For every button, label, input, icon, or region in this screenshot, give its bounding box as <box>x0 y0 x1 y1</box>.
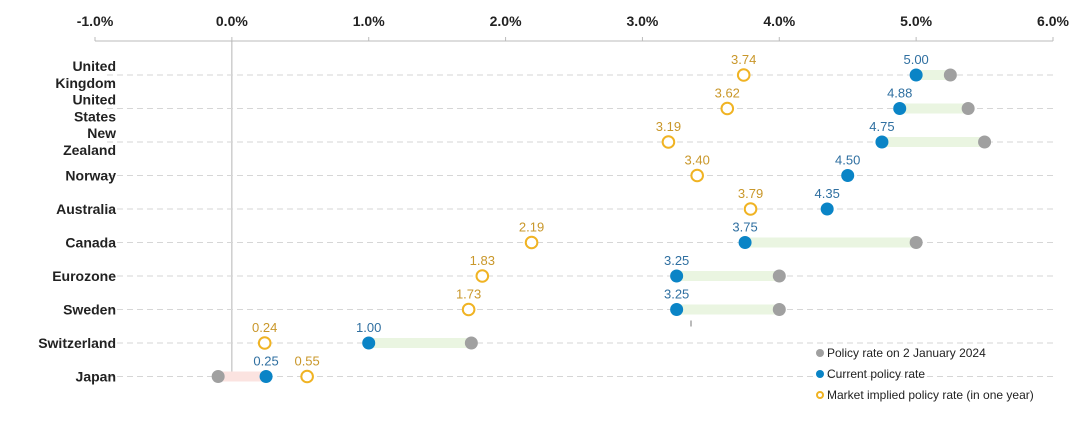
implied-rate-point <box>743 202 758 216</box>
implied-rate-point <box>690 168 704 183</box>
legend-label: Market implied policy rate (in one year) <box>827 387 1034 402</box>
blue-dot-icon <box>816 369 824 378</box>
implied-rate-point <box>661 135 676 149</box>
country-label: New <box>87 125 116 141</box>
legend-item-jan-2024: Policy rate on 2 January 2024 <box>816 342 1034 363</box>
implied-rate-point <box>300 369 314 384</box>
jan-2024-rate-point <box>943 68 957 82</box>
current-rate-label: 0.25 <box>253 354 278 369</box>
connectors <box>218 70 985 382</box>
hollow-circle-icon <box>816 390 824 399</box>
country-label: Eurozone <box>52 268 116 284</box>
country-label: Canada <box>65 235 116 251</box>
implied-rate-point <box>257 336 272 350</box>
data-points <box>211 68 992 384</box>
jan-2024-rate-point <box>978 135 992 149</box>
jan-2024-rate-point <box>772 303 786 316</box>
implied-rate-label: 3.19 <box>656 119 681 134</box>
country-label: Switzerland <box>38 335 116 351</box>
legend-label: Policy rate on 2 January 2024 <box>827 345 986 360</box>
rate-change-connector <box>745 237 917 248</box>
x-tick-label: 2.0% <box>490 13 522 29</box>
country-label: Norway <box>65 168 116 184</box>
implied-rate-label: 2.19 <box>519 220 544 235</box>
x-tick-label: -1.0% <box>77 13 114 29</box>
rate-change-connector <box>899 103 969 114</box>
legend-label: Current policy rate <box>827 366 926 381</box>
implied-rate-point <box>524 235 539 250</box>
legend-item-current: Current policy rate <box>816 363 1034 384</box>
implied-rate-label: 3.62 <box>715 86 740 101</box>
country-label: Kingdom <box>55 75 116 91</box>
value-labels: 5.00 3.74 4.88 3.62 4.75 3.19 4.50 3.40 4.35 3.79… <box>252 52 929 369</box>
jan-2024-rate-point <box>909 236 923 249</box>
implied-rate-label: 3.40 <box>685 153 710 168</box>
current-rate-point <box>841 169 855 182</box>
country-label: United <box>72 58 116 74</box>
x-axis: -1.0% 0.0% 1.0% 2.0% 3.0% 4.0% 5.0% 6.0% <box>77 13 1070 381</box>
current-rate-label: 3.25 <box>664 287 689 302</box>
current-rate-label: 4.75 <box>869 119 894 134</box>
country-label: States <box>74 109 116 125</box>
x-tick-label: 6.0% <box>1037 13 1069 29</box>
row-gridlines <box>107 74 1055 377</box>
jan-2024-rate-point <box>772 269 786 283</box>
jan-2024-rate-point <box>211 370 225 383</box>
implied-rate-label: 3.79 <box>738 186 763 201</box>
current-rate-point <box>670 269 684 283</box>
current-rate-point <box>875 135 889 149</box>
implied-rate-point <box>475 269 490 283</box>
country-label: Zealand <box>63 142 116 158</box>
current-rate-label: 4.88 <box>887 86 912 101</box>
x-tick-label: 0.0% <box>216 13 248 29</box>
current-rate-point <box>909 68 923 82</box>
implied-rate-point <box>736 68 751 82</box>
country-label: Australia <box>56 201 116 217</box>
rate-change-connector <box>881 137 985 147</box>
x-tick-label: 3.0% <box>626 13 658 29</box>
current-rate-point <box>820 202 834 216</box>
jan-2024-rate-point <box>961 102 975 115</box>
implied-rate-label: 1.83 <box>470 253 495 268</box>
rate-change-connector <box>676 304 780 315</box>
current-rate-label: 5.00 <box>903 52 928 67</box>
current-rate-label: 3.25 <box>664 253 689 268</box>
implied-rate-label: 3.74 <box>731 52 756 67</box>
rate-change-connector <box>218 371 267 382</box>
implied-rate-label: 0.24 <box>252 320 277 335</box>
country-label: United <box>72 92 116 108</box>
country-label: Japan <box>76 369 116 385</box>
rate-change-connector <box>676 271 780 281</box>
current-rate-label: 4.50 <box>835 153 860 168</box>
x-tick-label: 5.0% <box>900 13 932 29</box>
implied-rate-label: 1.73 <box>456 287 481 302</box>
implied-rate-label: 0.55 <box>294 354 319 369</box>
current-rate-point <box>670 303 684 316</box>
rate-change-connector <box>916 70 951 80</box>
implied-rate-point <box>461 302 476 317</box>
jan-2024-rate-point <box>464 336 478 350</box>
rate-change-connector <box>368 338 472 348</box>
country-labels: UnitedKingdomUnitedStatesNewZealandNorwa… <box>38 58 116 385</box>
grey-dot-icon <box>816 348 824 357</box>
current-rate-point <box>259 370 273 383</box>
current-rate-point <box>362 336 376 350</box>
current-rate-point <box>893 102 907 115</box>
country-label: Sweden <box>63 302 116 318</box>
x-tick-label: 1.0% <box>353 13 385 29</box>
current-rate-label: 1.00 <box>356 320 381 335</box>
legend: Policy rate on 2 January 2024 Current po… <box>816 342 1034 405</box>
implied-rate-point <box>720 101 735 116</box>
legend-item-implied: Market implied policy rate (in one year) <box>816 384 1034 405</box>
current-rate-label: 4.35 <box>815 186 840 201</box>
current-rate-point <box>738 236 752 249</box>
current-rate-label: 3.75 <box>732 220 757 235</box>
x-tick-label: 4.0% <box>763 13 795 29</box>
